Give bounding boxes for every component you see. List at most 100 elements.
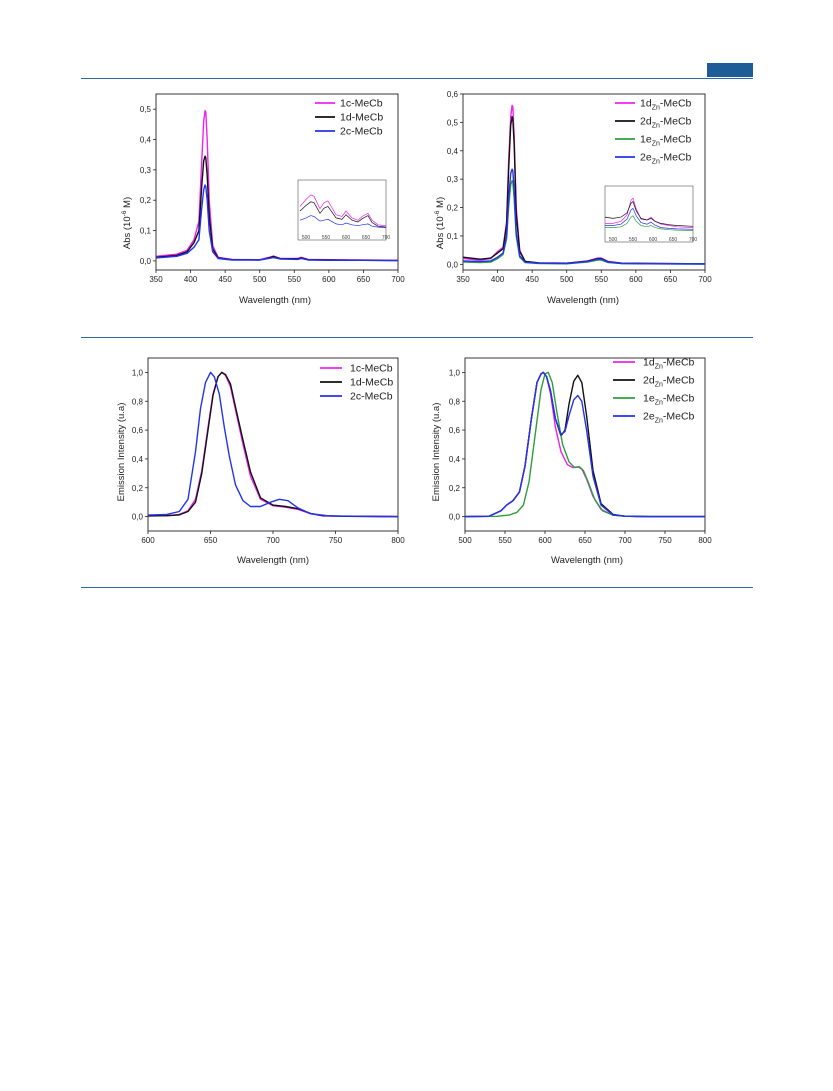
inset-tick-label: 600 <box>342 235 351 241</box>
y-tick-label: 0,0 <box>447 260 459 269</box>
y-tick-label: 1,0 <box>449 368 461 377</box>
x-tick-label: 400 <box>184 275 198 284</box>
y-tick-label: 0,2 <box>140 196 152 205</box>
legend-label: 1d-MeCb <box>340 112 383 124</box>
inset-tick-label: 650 <box>669 237 678 243</box>
x-axis-title: Wavelength (nm) <box>547 295 619 306</box>
y-axis-title: Abs (10-6 M) <box>121 197 133 249</box>
legend-label: 1eZn-MeCb <box>643 393 695 407</box>
legend-label: 1d-MeCb <box>350 377 393 389</box>
x-tick-label: 500 <box>253 275 267 284</box>
legend-label: 1dZn-MeCb <box>643 357 695 371</box>
y-tick-label: 0,4 <box>449 455 461 464</box>
x-tick-label: 650 <box>664 275 678 284</box>
x-tick-label: 550 <box>498 536 512 545</box>
legend: 1c-MeCb 1d-MeCb 2c-MeCb <box>320 363 393 403</box>
middle-rule <box>81 337 753 338</box>
x-tick-label: 450 <box>218 275 232 284</box>
series-line <box>464 371 705 518</box>
y-tick-label: 0,4 <box>140 136 152 145</box>
x-tick-label: 500 <box>458 536 472 545</box>
inset-series-line <box>299 201 387 228</box>
x-axis-title: Wavelength (nm) <box>237 555 309 566</box>
series-line <box>462 168 706 265</box>
y-tick-label: 0,5 <box>447 118 459 127</box>
inset-tick-label: 700 <box>382 235 391 241</box>
y-tick-label: 0,6 <box>447 90 459 99</box>
x-tick-label: 700 <box>266 536 280 545</box>
x-tick-label: 550 <box>288 275 302 284</box>
x-tick-label: 500 <box>560 275 574 284</box>
inset-tick-label: 550 <box>629 237 638 243</box>
y-tick-label: 1,0 <box>132 368 144 377</box>
inset-tick-label: 650 <box>362 235 371 241</box>
legend-label: 2dZn-MeCb <box>643 375 695 389</box>
x-tick-label: 600 <box>322 275 336 284</box>
legend: 1c-MeCb 1d-MeCb 2c-MeCb <box>315 98 383 138</box>
y-tick-label: 0,8 <box>132 397 144 406</box>
abs-right-svg: 350 400 450 500 550 600 650 700 0,0 0,1 0,2 0,3 0,4 0… <box>434 90 712 306</box>
series-line <box>464 371 705 518</box>
x-tick-label: 600 <box>141 536 155 545</box>
abs-left-chart: 350 400 450 500 550 600 650 700 0,0 0,1 0,2 0,3 0,4 0… <box>100 88 410 315</box>
x-tick-label: 600 <box>629 275 643 284</box>
series-line <box>155 184 399 262</box>
x-tick-label: 700 <box>618 536 632 545</box>
top-rule <box>81 78 753 79</box>
x-axis-title: Wavelength (nm) <box>551 555 623 566</box>
x-tick-label: 350 <box>456 275 470 284</box>
x-tick-label: 800 <box>391 536 405 545</box>
series-line <box>147 371 399 518</box>
abs-right-chart: 350 400 450 500 550 600 650 700 0,0 0,1 0,2 0,3 0,4 0… <box>415 88 725 315</box>
legend: 1dZn-MeCb 2dZn-MeCb 1eZn-MeCb 2eZn-MeCb <box>615 98 692 166</box>
y-tick-label: 0,6 <box>132 426 144 435</box>
legend-label: 2c-MeCb <box>340 126 383 138</box>
x-tick-label: 450 <box>525 275 539 284</box>
y-tick-label: 0,2 <box>449 484 461 493</box>
inset-tick-label: 550 <box>322 235 331 241</box>
y-tick-label: 0,3 <box>447 175 459 184</box>
inset-frame <box>604 185 694 243</box>
y-tick-label: 0,3 <box>140 166 152 175</box>
em-left-svg: 600 650 700 750 800 0,0 0,2 0,4 0,6 0,8 1,0 Wavele… <box>116 357 405 566</box>
legend-label: 2c-MeCb <box>350 391 393 403</box>
y-tick-label: 0,0 <box>132 513 144 522</box>
legend-label: 1dZn-MeCb <box>640 98 692 112</box>
y-tick-label: 0,2 <box>132 484 144 493</box>
y-tick-label: 0,4 <box>447 147 459 156</box>
inset-series-line <box>605 197 694 228</box>
y-tick-label: 0,1 <box>447 232 459 241</box>
header-tab <box>707 63 753 77</box>
y-axis-title: Emission Intensity (u.a) <box>431 403 442 502</box>
inset-series-line <box>604 201 694 227</box>
y-axis-title: Abs (10-6 M) <box>434 197 446 249</box>
x-axis-title: Wavelength (nm) <box>239 295 311 306</box>
x-tick-label: 650 <box>578 536 592 545</box>
plot-frame <box>462 93 706 271</box>
x-tick-label: 750 <box>329 536 343 545</box>
y-tick-label: 0,1 <box>140 227 152 236</box>
x-tick-label: 600 <box>538 536 552 545</box>
y-tick-label: 0,2 <box>447 204 459 213</box>
bottom-rule <box>81 587 753 588</box>
y-tick-label: 0,8 <box>449 397 461 406</box>
x-tick-label: 750 <box>658 536 672 545</box>
x-tick-label: 700 <box>391 275 405 284</box>
x-tick-label: 550 <box>595 275 609 284</box>
inset-frame <box>297 179 387 241</box>
inset-tick-label: 700 <box>689 237 698 243</box>
legend-label: 1c-MeCb <box>350 363 393 375</box>
y-tick-label: 0,4 <box>132 455 144 464</box>
y-tick-label: 0,0 <box>449 513 461 522</box>
x-tick-label: 400 <box>491 275 505 284</box>
inset-tick-label: 500 <box>302 235 311 241</box>
legend: 1dZn-MeCb 2dZn-MeCb 1eZn-MeCb 2eZn-MeCb <box>613 357 695 425</box>
x-tick-label: 650 <box>357 275 371 284</box>
legend-label: 2eZn-MeCb <box>643 411 695 425</box>
plot-frame <box>155 93 399 271</box>
x-tick-label: 650 <box>204 536 218 545</box>
abs-left-svg: 350 400 450 500 550 600 650 700 0,0 0,1 0,2 0,3 0,4 0… <box>121 93 405 306</box>
inset-series-line <box>605 215 694 231</box>
em-right-svg: 500 550 600 650 700 750 8000,00,20,40,60,81,0 … <box>431 357 712 567</box>
inset-series-line <box>299 194 387 227</box>
